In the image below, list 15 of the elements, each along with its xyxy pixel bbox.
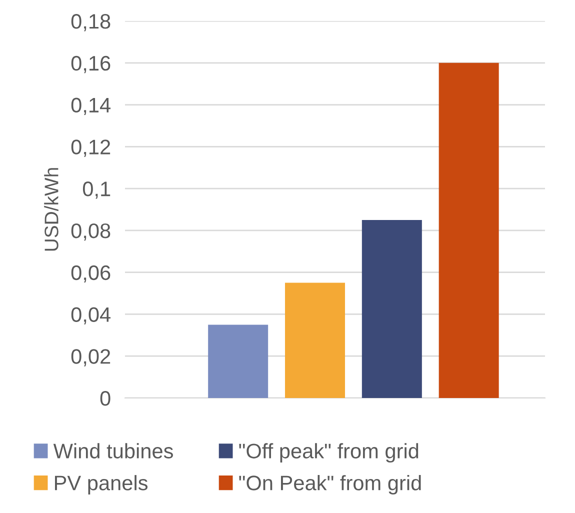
y-tick-label: 0,1	[82, 182, 110, 199]
legend-label: Wind tubines	[53, 443, 173, 458]
legend-label: "Off peak" from grid	[239, 443, 418, 463]
y-tick-label: 0	[100, 391, 110, 406]
legend-label: PV panels	[55, 475, 148, 494]
y-tick-label: 0,02	[71, 349, 110, 366]
legend-label: "On Peak" from grid	[239, 475, 421, 494]
y-tick-label: 0,14	[71, 98, 111, 115]
y-axis-title: USD/kWh	[44, 168, 58, 251]
y-tick-label: 0,16	[71, 56, 110, 74]
y-tick-label: 0,04	[71, 307, 111, 324]
y-tick-label: 0,18	[71, 14, 110, 32]
y-tick-label: 0,12	[71, 140, 110, 157]
y-tick-label: 0,06	[71, 265, 110, 283]
y-tick-label: 0,08	[71, 223, 110, 241]
